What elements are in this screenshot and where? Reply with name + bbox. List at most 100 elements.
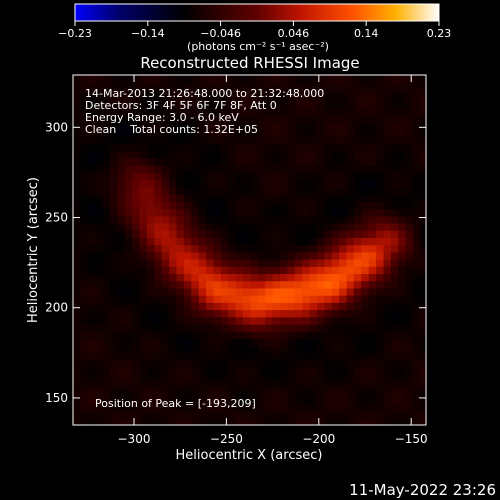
heatmap-cell	[346, 208, 355, 217]
heatmap-cell	[413, 316, 422, 325]
heatmap-cell	[376, 215, 385, 224]
heatmap-cell	[243, 222, 251, 231]
heatmap-cell	[117, 374, 126, 383]
heatmap-cell	[346, 302, 355, 311]
heatmap-cell	[80, 158, 89, 166]
heatmap-cell	[73, 302, 81, 311]
heatmap-cell	[213, 143, 222, 152]
heatmap-cell	[95, 410, 104, 419]
heatmap-cell	[117, 251, 126, 260]
heatmap-cell	[383, 179, 392, 188]
heatmap-cell	[302, 136, 311, 145]
heatmap-cell	[390, 186, 399, 195]
heatmap-cell	[235, 287, 244, 296]
heatmap-cell	[339, 201, 348, 210]
heatmap-cell	[376, 316, 385, 325]
heatmap-cell	[405, 266, 414, 274]
heatmap-cell	[390, 360, 399, 368]
heatmap-cell	[383, 222, 392, 231]
heatmap-cell	[146, 75, 155, 80]
heatmap-cell	[257, 179, 266, 188]
heatmap-cell	[376, 367, 385, 376]
heatmap-cell	[353, 150, 362, 159]
heatmap-cell	[302, 360, 311, 368]
heatmap-cell	[235, 266, 244, 274]
heatmap-cell	[102, 237, 111, 246]
heatmap-cell	[353, 194, 362, 202]
heatmap-cell	[272, 316, 281, 325]
heatmap-cell	[265, 338, 274, 347]
heatmap-cell	[272, 410, 281, 419]
heatmap-cell	[124, 93, 133, 101]
heatmap-cell	[206, 158, 215, 166]
heatmap-cell	[420, 266, 426, 274]
heatmap-cell	[235, 100, 244, 109]
heatmap-cell	[331, 230, 340, 238]
heatmap-cell	[73, 201, 81, 210]
heatmap-cell	[294, 215, 303, 224]
heatmap-cell	[376, 417, 385, 425]
heatmap-cell	[198, 381, 207, 390]
heatmap-cell	[257, 172, 266, 181]
heatmap-cell	[280, 121, 288, 130]
heatmap-cell	[294, 85, 303, 94]
heatmap-cell	[87, 78, 96, 87]
heatmap-cell	[420, 244, 426, 253]
heatmap-cell	[154, 230, 163, 238]
heatmap-cell	[413, 417, 422, 425]
heatmap-cell	[87, 381, 96, 390]
heatmap-cell	[250, 201, 259, 210]
heatmap-cell	[383, 367, 392, 376]
heatmap-cell	[146, 410, 155, 419]
heatmap-cell	[405, 388, 414, 397]
heatmap-cell	[213, 150, 222, 159]
heatmap-cell	[146, 150, 155, 159]
heatmap-cell	[331, 136, 340, 145]
heatmap-cell	[398, 388, 407, 397]
heatmap-cell	[250, 381, 259, 390]
heatmap-cell	[331, 237, 340, 246]
heatmap-cell	[294, 259, 303, 267]
heatmap-cell	[87, 129, 96, 137]
heatmap-cell	[265, 129, 274, 137]
heatmap-cell	[294, 381, 303, 390]
heatmap-cell	[80, 179, 89, 188]
heatmap-cell	[257, 259, 266, 267]
heatmap-cell	[257, 143, 266, 152]
heatmap-cell	[124, 179, 133, 188]
heatmap-cell	[102, 251, 111, 260]
heatmap-cell	[398, 410, 407, 419]
heatmap-cell	[309, 194, 318, 202]
heatmap-cell	[146, 417, 155, 425]
heatmap-cell	[398, 360, 407, 368]
heatmap-cell	[250, 222, 259, 231]
heatmap-cell	[265, 273, 274, 282]
heatmap-cell	[169, 345, 178, 354]
heatmap-cell	[110, 244, 118, 253]
heatmap-cell	[302, 302, 311, 311]
heatmap-cell	[146, 374, 155, 383]
heatmap-cell	[243, 172, 251, 181]
heatmap-cell	[257, 158, 266, 166]
heatmap-cell	[206, 345, 215, 354]
heatmap-cell	[309, 309, 318, 318]
heatmap-cell	[265, 172, 274, 181]
heatmap-cell	[176, 287, 185, 296]
heatmap-cell	[220, 201, 229, 210]
heatmap-cell	[154, 396, 163, 404]
heatmap-cell	[220, 215, 229, 224]
heatmap-cell	[191, 338, 200, 347]
heatmap-cell	[191, 316, 200, 325]
heatmap-cell	[257, 316, 266, 325]
heatmap-cell	[243, 215, 251, 224]
heatmap-cell	[413, 222, 422, 231]
heatmap-cell	[317, 201, 325, 210]
heatmap-cell	[154, 352, 163, 361]
heatmap-cell	[206, 172, 215, 181]
heatmap-cell	[420, 100, 426, 109]
heatmap-cell	[243, 316, 251, 325]
heatmap-cell	[390, 316, 399, 325]
heatmap-cell	[294, 150, 303, 159]
heatmap-cell	[102, 324, 111, 332]
heatmap-cell	[324, 280, 333, 289]
